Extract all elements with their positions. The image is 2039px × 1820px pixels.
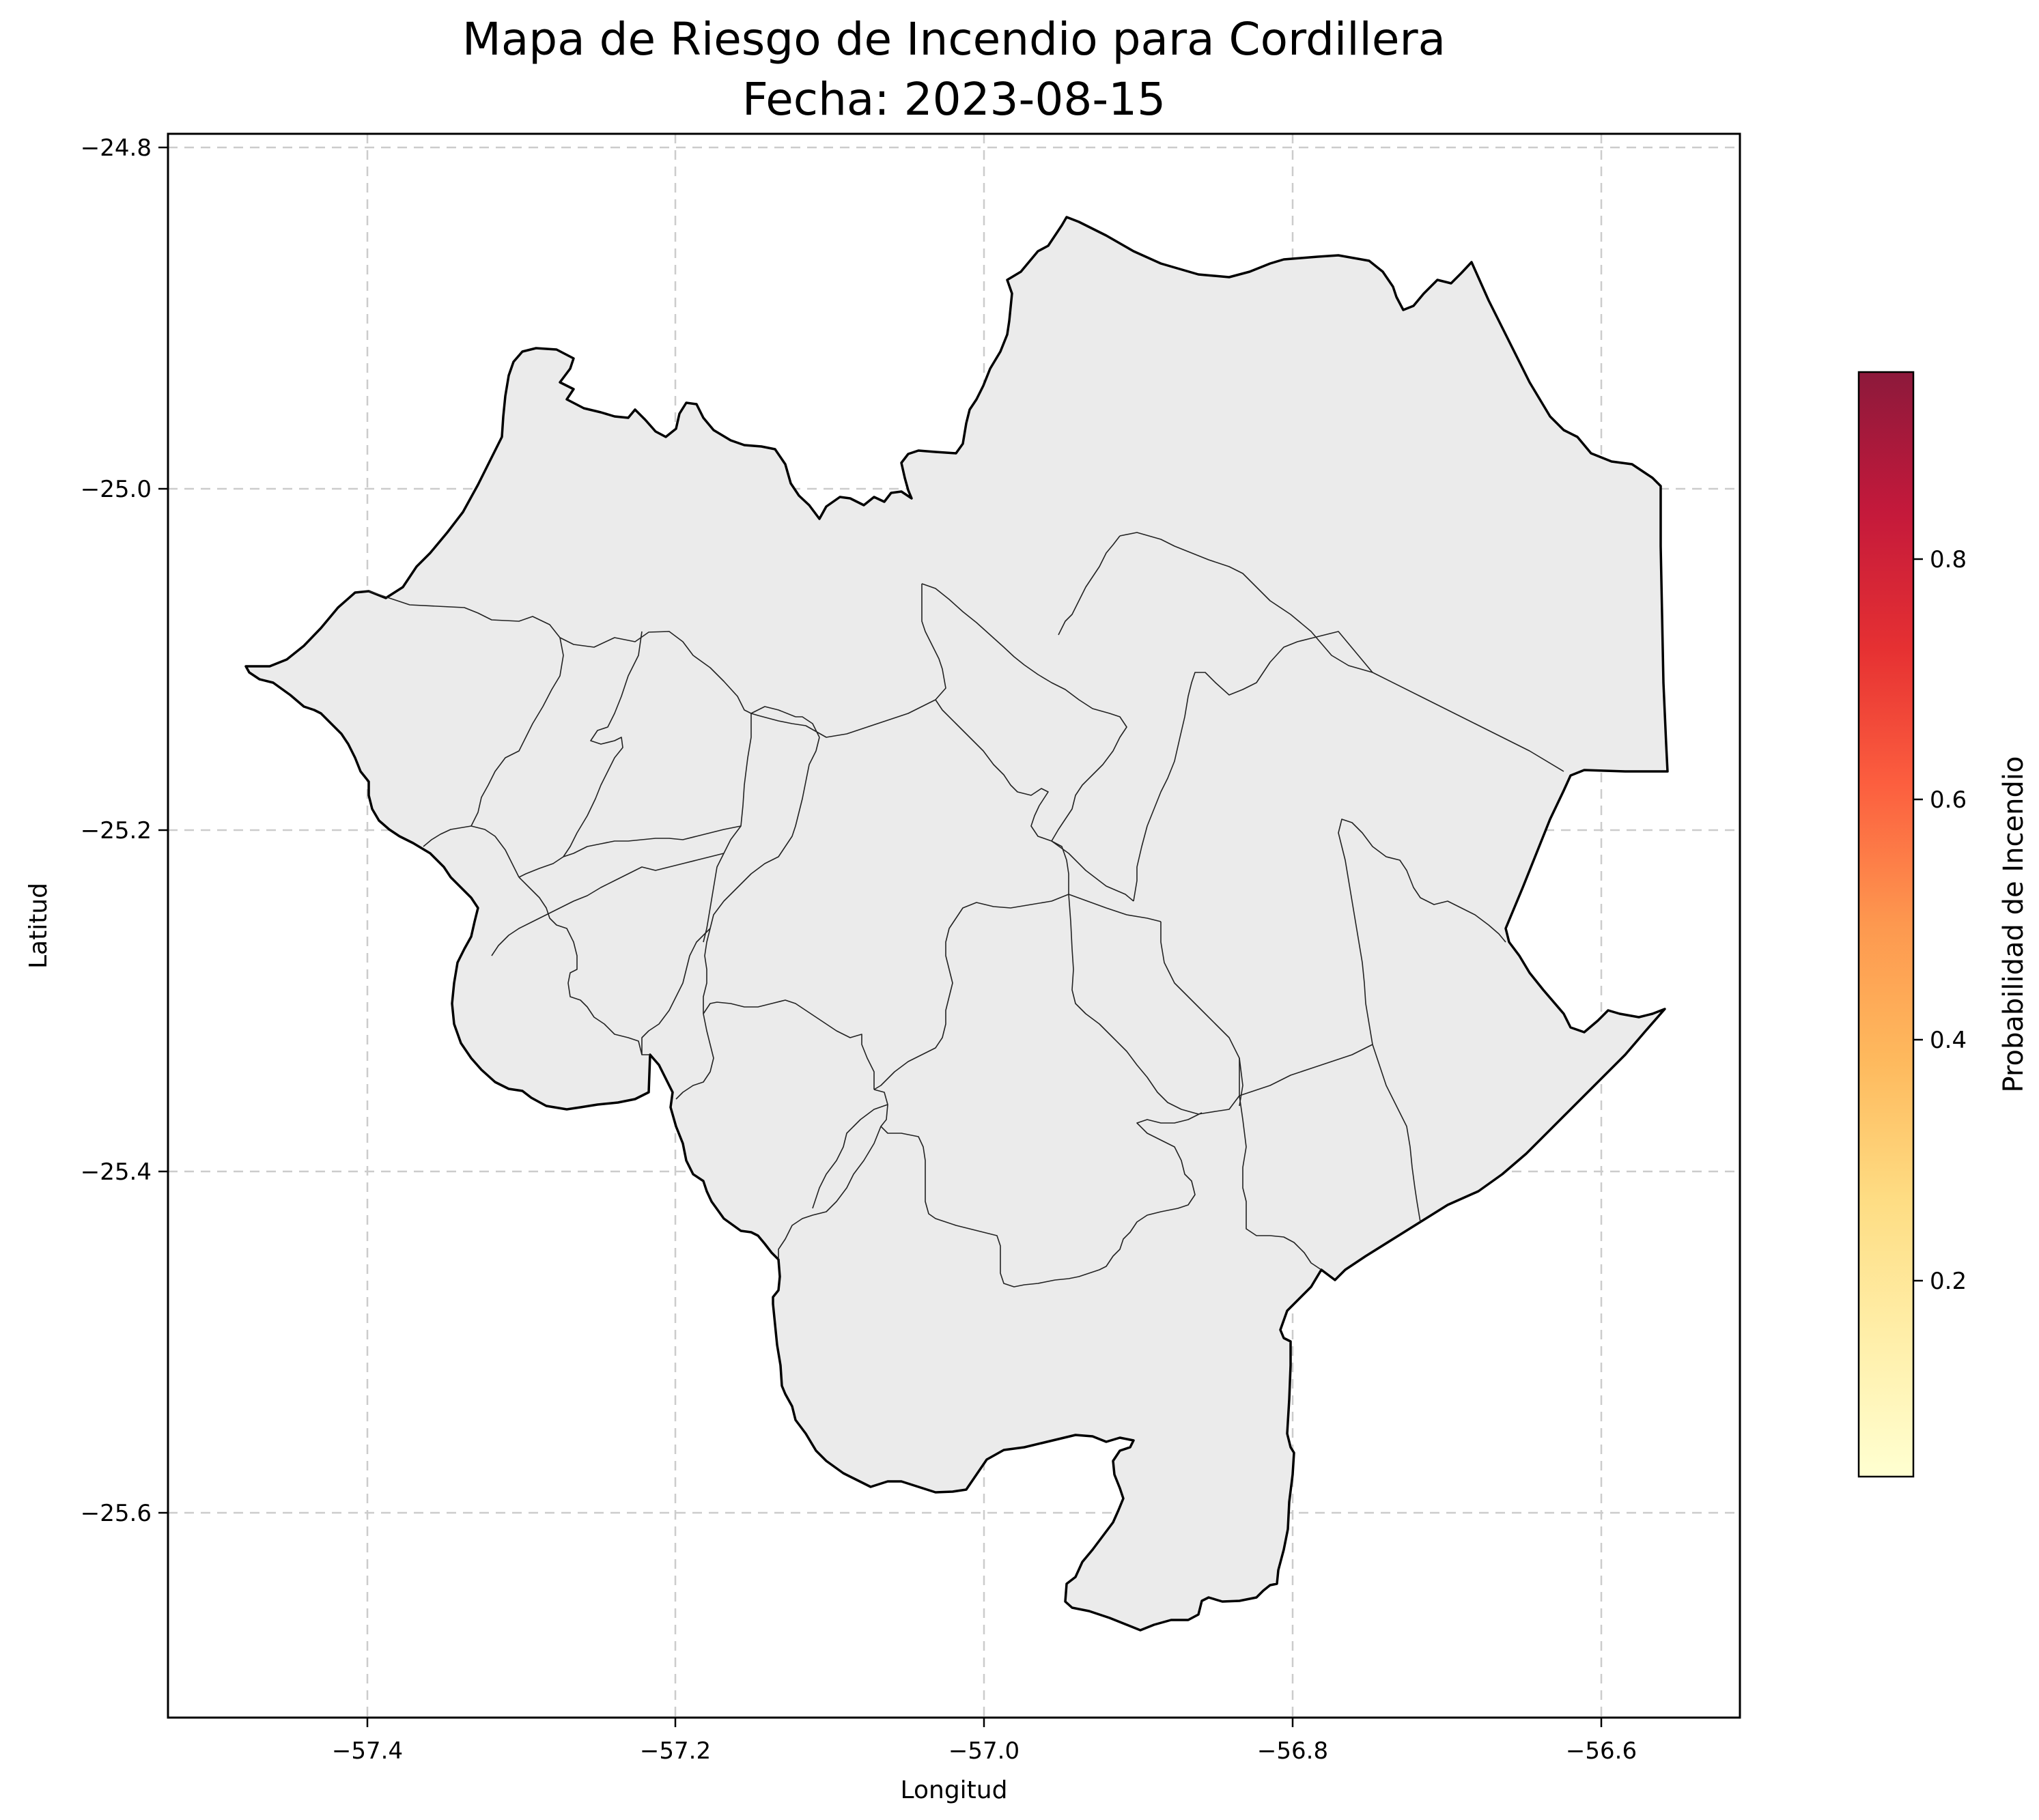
colorbar: [1857, 371, 1915, 1478]
y-tick-label: −25.0: [81, 476, 152, 503]
chart-title-line2: Fecha: 2023-08-15: [742, 73, 1166, 126]
colorbar-tick-label: 0.8: [1930, 546, 1967, 573]
x-tick-label: −57.4: [332, 1737, 403, 1765]
district-line-13: [1338, 819, 1506, 1045]
x-tick-label: −56.8: [1257, 1737, 1328, 1765]
district-line-8: [1133, 631, 1373, 902]
district-line-31: [518, 877, 643, 1055]
district-line-12: [1239, 1044, 1373, 1096]
y-axis-label: Latitud: [25, 883, 53, 969]
cordillera-map: [244, 216, 1669, 1632]
district-line-24: [641, 928, 711, 1055]
district-line-16: [880, 1112, 1203, 1288]
district-line-2: [921, 583, 1127, 842]
district-line-28: [563, 631, 643, 857]
district-line-4: [1051, 840, 1134, 902]
colorbar-tick-label: 0.6: [1930, 786, 1967, 814]
district-line-17: [778, 1089, 888, 1260]
district-line-25: [491, 853, 725, 956]
district-line-3: [935, 699, 1069, 894]
colorbar-ticks: [1913, 558, 1923, 1282]
x-tick-label: −57.0: [948, 1737, 1020, 1765]
district-line-10: [1119, 532, 1564, 772]
district-line-21: [703, 737, 820, 1014]
district-line-15: [1239, 1095, 1322, 1270]
x-tick-label: −57.2: [640, 1737, 711, 1765]
district-line-26: [518, 825, 742, 878]
colorbar-label: Probabilidad de Incendio: [1998, 756, 2029, 1093]
chart-title-line1: Mapa de Riesgo de Incendio para Cordille…: [462, 13, 1446, 66]
district-line-5: [873, 894, 1069, 1090]
district-line-29: [470, 637, 564, 827]
district-line-18: [812, 1104, 888, 1209]
district-line-7: [1068, 894, 1162, 922]
y-axis: [158, 146, 168, 1514]
colorbar-tick-label: 0.4: [1930, 1027, 1967, 1054]
x-axis-label: Longitud: [901, 1776, 1008, 1804]
y-tick-label: −24.8: [81, 134, 152, 162]
y-tick-label: −25.6: [81, 1500, 152, 1527]
district-line-14: [1372, 1044, 1421, 1223]
district-boundaries: [368, 532, 1564, 1288]
district-line-19: [703, 999, 875, 1090]
colorbar-tick-label: 0.2: [1930, 1268, 1967, 1295]
district-line-9: [1058, 535, 1121, 636]
district-line-22: [796, 716, 820, 738]
axes-frame: [167, 132, 1741, 1719]
y-tick-label: −25.2: [81, 817, 152, 844]
district-line-30: [470, 825, 520, 878]
district-line-23: [703, 713, 752, 943]
district-line-6: [1068, 894, 1240, 1115]
district-line-11: [1160, 922, 1243, 1107]
district-line-20: [675, 1013, 714, 1100]
district-line-32: [423, 825, 472, 847]
district-line-27: [750, 706, 796, 717]
cordillera-outline: [244, 216, 1669, 1632]
x-tick-label: −56.6: [1566, 1737, 1637, 1765]
x-axis: [366, 1718, 1603, 1727]
district-line-1: [368, 584, 946, 738]
y-tick-label: −25.4: [81, 1158, 152, 1186]
